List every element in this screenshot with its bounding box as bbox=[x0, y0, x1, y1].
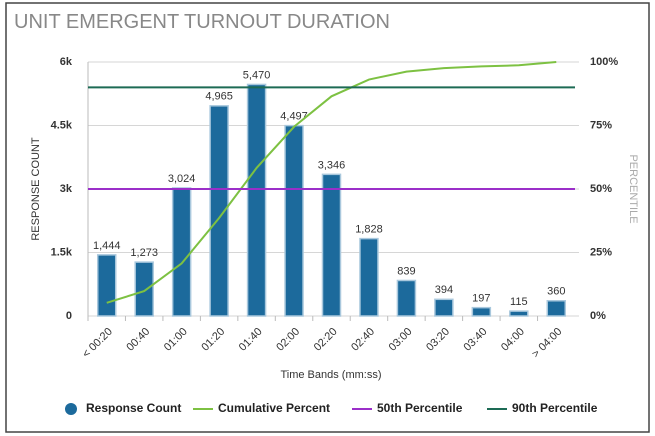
bar bbox=[546, 300, 567, 317]
y2-axis-label: PERCENTILE bbox=[627, 154, 639, 223]
data-label: 839 bbox=[397, 265, 415, 277]
y-tick-label: 0 bbox=[66, 310, 72, 322]
bar bbox=[96, 254, 117, 317]
bar bbox=[471, 306, 492, 317]
x-tick-label: < 00:20 bbox=[80, 326, 115, 361]
y2-tick-label: 100% bbox=[590, 56, 618, 68]
data-label: 1,273 bbox=[130, 247, 158, 259]
frame bbox=[5, 2, 650, 433]
y-tick-label: 1.5k bbox=[51, 246, 73, 258]
y2-tick-label: 0% bbox=[590, 310, 606, 322]
legend-label: 90th Percentile bbox=[512, 401, 598, 415]
bar bbox=[246, 83, 267, 317]
legend-label: Cumulative Percent bbox=[218, 401, 330, 415]
x-tick-label: 03:20 bbox=[424, 326, 452, 354]
x-tick-label: 01:20 bbox=[199, 326, 227, 354]
x-tick-label: 01:00 bbox=[162, 326, 190, 354]
x-tick-label: 03:00 bbox=[387, 326, 415, 354]
legend-label: Response Count bbox=[86, 401, 181, 415]
bar bbox=[434, 298, 454, 317]
x-tick-label: > 04:00 bbox=[530, 326, 565, 361]
x-tick-label: 02:00 bbox=[274, 326, 302, 354]
x-tick-label: 00:40 bbox=[124, 326, 152, 354]
legend-label: 50th Percentile bbox=[377, 401, 463, 415]
y2-tick-label: 50% bbox=[590, 183, 612, 195]
line bbox=[106, 61, 557, 304]
y-tick-label: 4.5k bbox=[51, 119, 73, 131]
bar bbox=[396, 279, 417, 317]
data-label: 4,965 bbox=[205, 91, 233, 103]
bar bbox=[284, 124, 304, 317]
data-label: 1,828 bbox=[355, 224, 383, 236]
data-label: 1,444 bbox=[93, 240, 121, 252]
data-label: 3,024 bbox=[168, 173, 196, 185]
bar bbox=[134, 261, 154, 317]
bar bbox=[509, 310, 529, 317]
data-label: 4,497 bbox=[280, 111, 308, 123]
x-tick-label: 04:00 bbox=[499, 326, 527, 354]
data-label: 115 bbox=[510, 296, 528, 308]
bar bbox=[171, 187, 192, 317]
y-axis-label: RESPONSE COUNT bbox=[30, 137, 42, 241]
data-label: 360 bbox=[547, 286, 565, 298]
data-label: 394 bbox=[435, 284, 453, 296]
bar bbox=[321, 173, 342, 317]
data-label: 3,346 bbox=[318, 159, 346, 171]
y-tick-label: 6k bbox=[60, 56, 73, 68]
x-axis-label: Time Bands (mm:ss) bbox=[280, 369, 381, 381]
x-tick-label: 02:20 bbox=[312, 326, 340, 354]
data-label: 197 bbox=[472, 293, 490, 305]
bar bbox=[209, 105, 229, 317]
x-tick-label: 03:40 bbox=[462, 326, 490, 354]
bar bbox=[359, 237, 379, 317]
legend-marker bbox=[65, 403, 77, 415]
x-tick-label: 02:40 bbox=[349, 326, 377, 354]
y-tick-label: 3k bbox=[60, 183, 73, 195]
y2-tick-label: 75% bbox=[590, 119, 612, 131]
chart-title: UNIT EMERGENT TURNOUT DURATION bbox=[14, 11, 390, 33]
data-label: 5,470 bbox=[243, 69, 271, 81]
y2-tick-label: 25% bbox=[590, 246, 612, 258]
x-tick-label: 01:40 bbox=[237, 326, 265, 354]
